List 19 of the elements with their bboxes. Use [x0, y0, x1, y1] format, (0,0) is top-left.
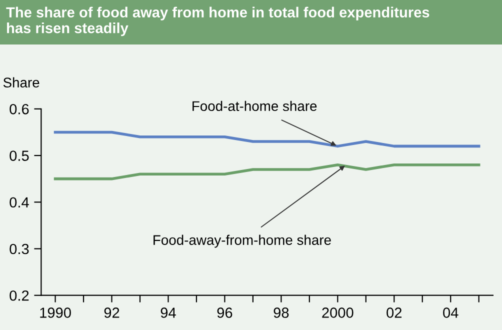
- x-tick-label: 1990: [40, 308, 71, 318]
- y-tick-label: 0.4: [10, 197, 29, 208]
- x-tick-label: 04: [443, 308, 458, 318]
- x-tick-label: 2000: [322, 308, 354, 318]
- x-tick-label: 92: [104, 308, 120, 318]
- y-axis-title: Share: [3, 77, 40, 88]
- x-tick-label: 94: [160, 308, 176, 318]
- series-label: Food-at-home share: [192, 100, 317, 112]
- x-tick-label: 96: [217, 308, 232, 318]
- line-series: [54, 163, 480, 180]
- x-tick-label: 02: [386, 308, 402, 318]
- line-series: [54, 130, 480, 148]
- y-tick-label: 0.5: [10, 150, 29, 161]
- chart-title: The share of food away from home in total food expenditures has risen steadily: [6, 6, 430, 36]
- text: Food-away-from-home share: [154, 234, 331, 248]
- y-tick-label: 0.3: [10, 244, 29, 254]
- y-tick-label: 0.2: [10, 290, 29, 301]
- x-tick-label: 98: [274, 308, 289, 318]
- y-tick-label: 0.6: [10, 104, 29, 114]
